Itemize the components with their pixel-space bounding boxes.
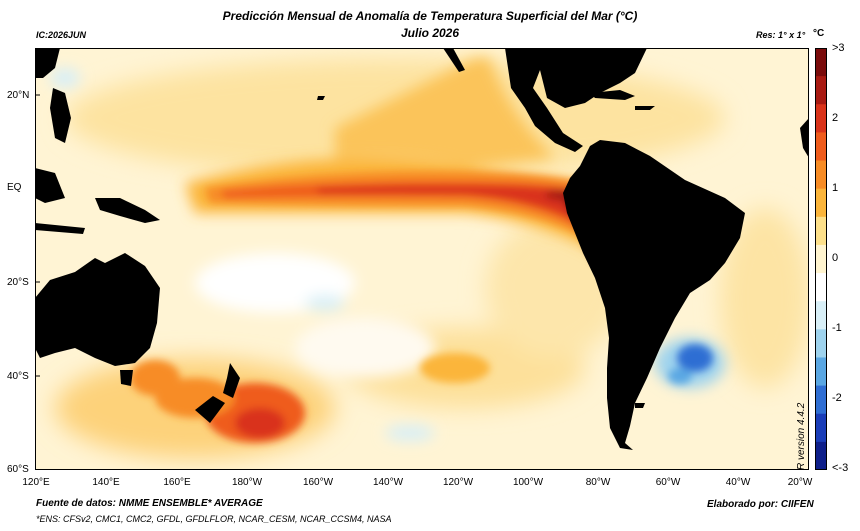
lon-label-100w: 100°W (512, 477, 544, 488)
colorbar-segment (815, 48, 827, 77)
warm-patch-south (130, 360, 180, 396)
new-zealand-south (195, 396, 225, 423)
colorbar-segment (815, 76, 827, 105)
warm-band-ne (335, 58, 555, 168)
colorbar-label-max: >3 (832, 42, 845, 54)
lon-label-120w: 120°W (442, 477, 474, 488)
new-guinea (95, 198, 160, 223)
south-america (563, 140, 745, 450)
africa-edge (800, 118, 809, 158)
lat-label-eq: EQ (7, 182, 22, 193)
lon-label-60w: 60°W (655, 477, 681, 488)
map-subtitle: Julio 2026 (400, 26, 460, 40)
warm-band-core (315, 185, 595, 233)
lon-label-140w: 140°W (372, 477, 404, 488)
colorbar-segment (815, 273, 827, 302)
colorbar-segment (815, 441, 827, 470)
lat-label-20n: 20°N (7, 90, 30, 101)
lon-label-160e: 160°E (163, 477, 191, 488)
lon-label-160w: 160°W (302, 477, 334, 488)
colorbar-segment (815, 301, 827, 330)
cold-core-sa (677, 344, 713, 372)
cool-patch-1 (305, 295, 345, 311)
australia (35, 253, 160, 366)
cool-patch-3 (385, 425, 435, 441)
credit-label: Elaborado por: CIIFEN (707, 499, 814, 510)
lat-label-20s: 20°S (7, 277, 29, 288)
indonesia-2 (35, 223, 85, 234)
new-zealand-north (223, 363, 240, 398)
colorbar (815, 48, 827, 470)
colorbar-label-1: 1 (832, 182, 839, 194)
colorbar-segment (815, 413, 827, 443)
lat-label-60s: 60°S (7, 464, 29, 475)
mexico-baja (443, 48, 465, 72)
land (35, 48, 809, 450)
central-america (505, 48, 583, 152)
lon-label-140e: 140°E (92, 477, 120, 488)
colorbar-segment (815, 244, 827, 274)
colorbar-segment (815, 385, 827, 415)
map-frame (35, 48, 809, 470)
colorbar-frame (815, 48, 827, 470)
neutral-patch-2 (295, 318, 435, 378)
lon-label-180w: 180°W (231, 477, 263, 488)
version-label: R version 4.4.2 (796, 402, 807, 470)
falklands (635, 403, 645, 408)
caribbean-2 (635, 106, 655, 110)
lon-label-40w: 40°W (725, 477, 751, 488)
data-source-label: Fuente de datos: NMME ENSEMBLE* AVERAGE (36, 498, 263, 509)
north-america (540, 48, 647, 108)
colorbar-label-2: 2 (832, 112, 839, 124)
lon-label-20w: 20°W (787, 477, 813, 488)
ensemble-members-label: *ENS: CFSv2, CMC1, CMC2, GFDL, GFDLFLOR,… (36, 514, 392, 524)
anomaly-field-atlantic (720, 208, 809, 388)
sst-anomaly-map (35, 48, 809, 470)
tasmania (120, 370, 133, 386)
colorbar-segment (815, 132, 827, 162)
warm-patch-tasman-core (235, 408, 285, 438)
colorbar-segment (815, 160, 827, 190)
colorbar-label-neg1: -1 (832, 322, 842, 334)
initial-condition-label: IC:2026JUN (36, 30, 87, 40)
colorbar-unit: °C (813, 28, 825, 39)
hawaii (317, 96, 325, 100)
colorbar-segment (815, 329, 827, 358)
lat-label-40s: 40°S (7, 371, 29, 382)
philippines (50, 88, 71, 143)
resolution-label: Res: 1° x 1° (756, 30, 806, 40)
colorbar-segment (815, 104, 827, 133)
colorbar-segment (815, 357, 827, 387)
lon-label-120e: 120°E (22, 477, 50, 488)
colorbar-label-neg2: -2 (832, 392, 842, 404)
indonesia-1 (35, 168, 65, 203)
lon-label-80w: 80°W (585, 477, 611, 488)
colorbar-label-min: <-3 (832, 462, 849, 474)
asia-corner (35, 48, 60, 78)
cool-patch-4 (50, 68, 80, 88)
cold-core-sa-2 (668, 368, 692, 384)
colorbar-segment (815, 216, 827, 246)
warm-patch-central (420, 353, 490, 383)
caribbean (590, 90, 635, 100)
map-title: Predicción Mensual de Anomalía de Temper… (222, 9, 638, 23)
colorbar-label-0: 0 (832, 252, 839, 264)
colorbar-segment (815, 188, 827, 218)
